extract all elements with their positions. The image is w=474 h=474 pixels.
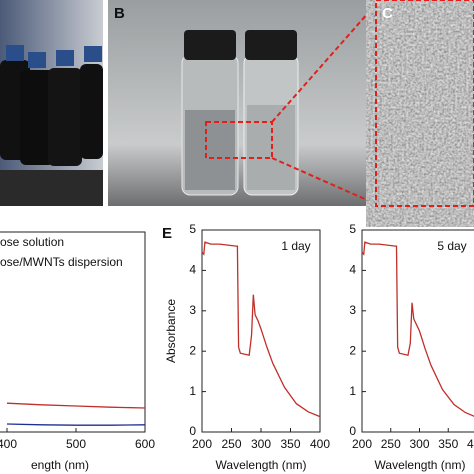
x-tick-label: 400 — [0, 437, 17, 451]
plot-frame — [361, 229, 474, 433]
y-tick-label: 1 — [189, 384, 196, 398]
photo-c: C — [375, 0, 474, 207]
x-tick-label: 500 — [66, 437, 86, 451]
tem-image — [376, 0, 474, 206]
panel-label: B — [114, 5, 125, 22]
x-axis-label: ength (nm) — [31, 458, 89, 472]
photo-a — [0, 0, 103, 206]
bottle — [80, 64, 103, 159]
x-tick-label: 250 — [221, 437, 241, 451]
y-tick-label: 5 — [189, 222, 196, 236]
data-line — [201, 241, 321, 418]
cap — [184, 30, 236, 60]
x-tick-label: 350 — [280, 437, 300, 451]
y-tick-label: 0 — [189, 424, 196, 438]
x-tick-label: 600 — [135, 437, 155, 451]
photo-bg — [108, 0, 372, 206]
cap — [84, 46, 102, 62]
bench — [0, 170, 103, 206]
data-line — [6, 402, 146, 409]
cap — [245, 30, 297, 60]
x-tick-label: 200 — [352, 437, 372, 451]
zoom-line — [271, 157, 377, 205]
y-tick-label: 2 — [349, 343, 356, 357]
bottle — [20, 70, 54, 165]
legend-label: ose solution — [0, 235, 64, 249]
y-tick-label: 1 — [349, 384, 356, 398]
x-tick-label: 350 — [438, 437, 458, 451]
data-line — [361, 241, 474, 417]
y-tick-label: 3 — [349, 303, 356, 317]
y-tick-label: 4 — [349, 263, 356, 277]
x-axis-label: Wavelength (nm) — [375, 458, 466, 472]
x-tick-label: 300 — [251, 437, 271, 451]
dispersion — [185, 110, 235, 190]
x-tick-label: 400 — [310, 437, 330, 451]
panel-label: E — [162, 225, 172, 242]
cap — [56, 50, 74, 66]
x-tick-label: 250 — [381, 437, 401, 451]
x-tick-label: 300 — [409, 437, 429, 451]
y-tick-label: 4 — [189, 263, 196, 277]
zoom-box — [205, 121, 273, 159]
photo-b: B — [108, 0, 377, 206]
x-tick-label: 200 — [192, 437, 212, 451]
x-tick-label: 400 — [467, 437, 474, 451]
annotation: 5 day — [437, 239, 466, 253]
zoom-line — [271, 3, 377, 123]
y-axis-label: Absorbance — [164, 299, 178, 363]
y-tick-label: 0 — [349, 424, 356, 438]
y-tick-label: 5 — [349, 222, 356, 236]
x-axis-label: Wavelength (nm) — [216, 458, 307, 472]
bottle — [48, 68, 82, 166]
y-tick-label: 3 — [189, 303, 196, 317]
zoom-frame — [375, 0, 474, 207]
panel-label: C — [382, 5, 393, 22]
cap — [28, 52, 46, 68]
legend-label: ose/MWNTs dispersion — [0, 255, 123, 269]
plot-frame — [0, 231, 146, 433]
data-line — [6, 423, 146, 426]
annotation: 1 day — [281, 239, 310, 253]
cap — [6, 45, 24, 61]
y-tick-label: 2 — [189, 343, 196, 357]
